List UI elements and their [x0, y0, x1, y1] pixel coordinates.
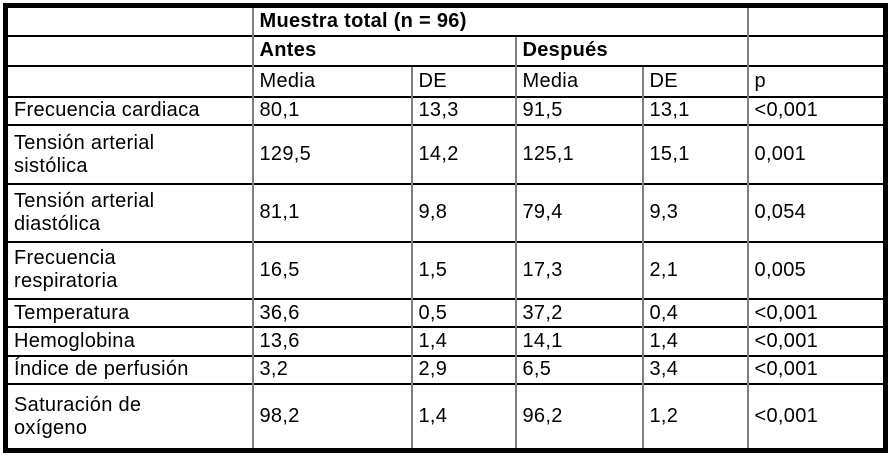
- value-antes-media: 129,5: [251, 124, 412, 184]
- value-despues-de: 1,2: [641, 383, 748, 451]
- value-p: <0,001: [746, 95, 886, 126]
- column-header-media-despues: Media: [514, 65, 643, 97]
- table-title: Muestra total (n = 96): [251, 4, 748, 36]
- value-despues-de: 0,4: [641, 297, 748, 328]
- table-row: Temperatura 36,6 0,5 37,2 0,4 <0,001: [4, 297, 886, 328]
- value-despues-de: 1,4: [641, 326, 748, 356]
- row-label: Temperatura: [4, 297, 253, 328]
- value-antes-media: 80,1: [251, 95, 412, 126]
- value-p: 0,005: [746, 240, 886, 299]
- value-despues-de: 13,1: [641, 95, 748, 126]
- value-p: <0,001: [746, 297, 886, 328]
- header-row-groups: Antes Después: [4, 34, 886, 67]
- group-header-antes: Antes: [251, 34, 516, 67]
- empty-cell: [4, 65, 253, 97]
- row-label: Tensión arterial sistólica: [4, 124, 253, 184]
- value-p: 0,001: [746, 124, 886, 184]
- value-antes-de: 1,4: [410, 383, 516, 451]
- value-despues-de: 2,1: [641, 240, 748, 299]
- value-despues-de: 9,3: [641, 182, 748, 242]
- value-antes-de: 1,5: [410, 240, 516, 299]
- value-antes-media: 13,6: [251, 326, 412, 356]
- header-row-title: Muestra total (n = 96): [4, 4, 886, 36]
- value-despues-de: 3,4: [641, 354, 748, 385]
- value-despues-media: 6,5: [514, 354, 643, 385]
- value-antes-media: 3,2: [251, 354, 412, 385]
- table-row: Frecuencia cardiaca 80,1 13,3 91,5 13,1 …: [4, 95, 886, 126]
- group-header-despues: Después: [514, 34, 748, 67]
- value-p: 0,054: [746, 182, 886, 242]
- value-antes-de: 2,9: [410, 354, 516, 385]
- value-despues-media: 125,1: [514, 124, 643, 184]
- column-header-media-antes: Media: [251, 65, 412, 97]
- value-p: <0,001: [746, 383, 886, 451]
- table-row: Índice de perfusión 3,2 2,9 6,5 3,4 <0,0…: [4, 354, 886, 385]
- value-antes-media: 36,6: [251, 297, 412, 328]
- value-antes-de: 13,3: [410, 95, 516, 126]
- statistics-table: Muestra total (n = 96) Antes Después Med…: [3, 3, 889, 453]
- value-p: <0,001: [746, 354, 886, 385]
- empty-cell: [746, 34, 886, 67]
- empty-cell: [4, 4, 253, 36]
- value-antes-media: 98,2: [251, 383, 412, 451]
- value-antes-media: 81,1: [251, 182, 412, 242]
- header-row-columns: Media DE Media DE p: [4, 65, 886, 97]
- value-antes-de: 0,5: [410, 297, 516, 328]
- row-label: Índice de perfusión: [4, 354, 253, 385]
- value-despues-de: 15,1: [641, 124, 748, 184]
- value-despues-media: 91,5: [514, 95, 643, 126]
- value-despues-media: 37,2: [514, 297, 643, 328]
- empty-cell: [4, 34, 253, 67]
- value-antes-de: 14,2: [410, 124, 516, 184]
- row-label: Frecuencia cardiaca: [4, 95, 253, 126]
- table-row: Tensión arterial sistólica 129,5 14,2 12…: [4, 124, 886, 184]
- table-row: Saturación de oxígeno 98,2 1,4 96,2 1,2 …: [4, 383, 886, 451]
- value-antes-de: 9,8: [410, 182, 516, 242]
- column-header-p: p: [746, 65, 886, 97]
- row-label: Frecuencia respiratoria: [4, 240, 253, 299]
- value-antes-media: 16,5: [251, 240, 412, 299]
- column-header-de-despues: DE: [641, 65, 748, 97]
- value-despues-media: 17,3: [514, 240, 643, 299]
- value-p: <0,001: [746, 326, 886, 356]
- value-antes-de: 1,4: [410, 326, 516, 356]
- table-row: Frecuencia respiratoria 16,5 1,5 17,3 2,…: [4, 240, 886, 299]
- empty-cell: [746, 4, 886, 36]
- row-label: Saturación de oxígeno: [4, 383, 253, 451]
- row-label: Tensión arterial diastólica: [4, 182, 253, 242]
- row-label: Hemoglobina: [4, 326, 253, 356]
- value-despues-media: 79,4: [514, 182, 643, 242]
- value-despues-media: 14,1: [514, 326, 643, 356]
- table-row: Tensión arterial diastólica 81,1 9,8 79,…: [4, 182, 886, 242]
- column-header-de-antes: DE: [410, 65, 516, 97]
- value-despues-media: 96,2: [514, 383, 643, 451]
- table-row: Hemoglobina 13,6 1,4 14,1 1,4 <0,001: [4, 326, 886, 356]
